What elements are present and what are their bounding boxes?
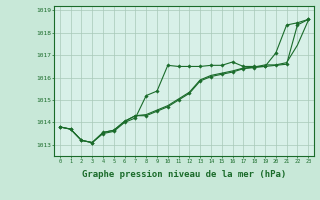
X-axis label: Graphe pression niveau de la mer (hPa): Graphe pression niveau de la mer (hPa) — [82, 170, 286, 179]
